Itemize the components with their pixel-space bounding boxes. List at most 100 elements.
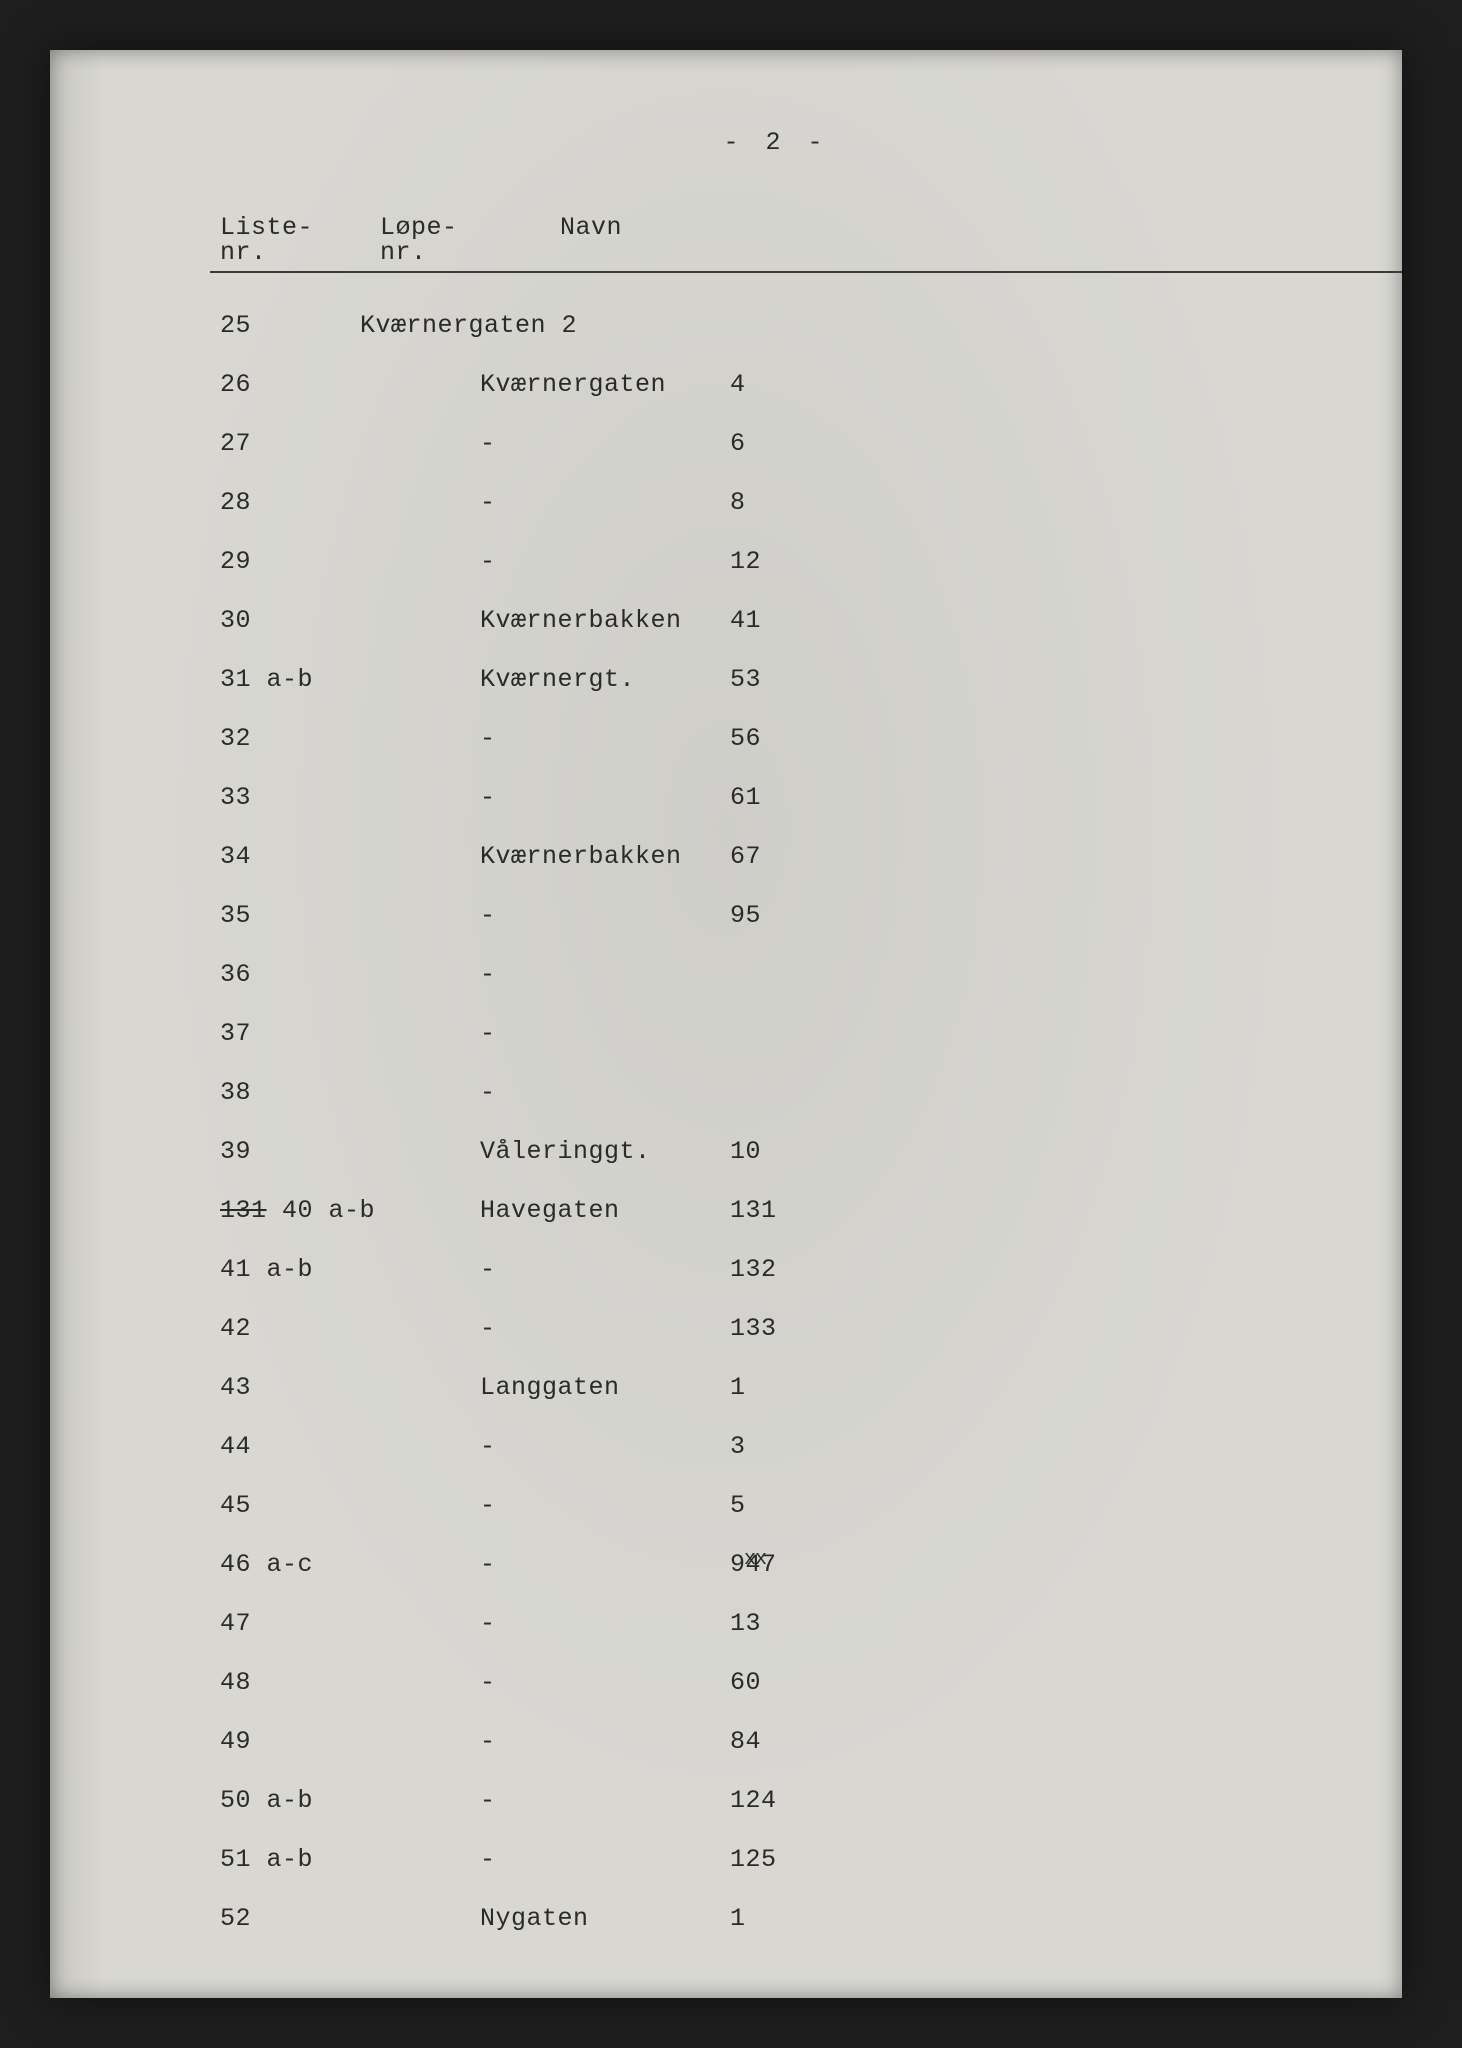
cell-navn: - [480,962,730,987]
cell-navn: - [480,1021,730,1046]
header-navn-label: Navn [560,213,622,242]
cell-navn: - [480,726,730,751]
cell-liste: 30 [220,608,480,633]
cell-liste: 39 [220,1139,480,1164]
cell-liste: 27 [220,431,480,456]
cell-navn: - [480,1257,730,1282]
cell-liste: 41 a-b [220,1257,480,1282]
table-row: 46 a-c-947 [220,1552,1332,1611]
cell-liste: 38 [220,1080,480,1105]
table-header-row: Liste- nr. Løpe- nr. Navn [220,215,1332,265]
cell-liste: 29 [220,549,480,574]
table-row: 26Kværnergaten4 [220,372,1332,431]
table-row: 38- [220,1080,1332,1139]
cell-liste: 46 a-c [220,1552,480,1577]
cell-number: 131 [730,1198,820,1223]
table-row: 51 a-b-125 [220,1847,1332,1906]
cell-liste: 51 a-b [220,1847,480,1872]
table-body: 26Kværnergaten427-628-829-1230Kværnerbak… [220,372,1332,1965]
header-liste: Liste- nr. [220,215,380,265]
table-row: 44-3 [220,1434,1332,1493]
table-row: 29-12 [220,549,1332,608]
cell-number: 124 [730,1788,820,1813]
table-row: 33-61 [220,785,1332,844]
table-row: 30Kværnerbakken41 [220,608,1332,667]
cell-number: 5 [730,1493,820,1518]
cell-liste: 37 [220,1021,480,1046]
cell-liste: 131 40 a-b [220,1198,480,1223]
cell-liste: 35 [220,903,480,928]
cell-navn: - [480,1670,730,1695]
cell-number: 60 [730,1670,820,1695]
table-row: 25 Kværnergaten 2 [220,313,1332,372]
cell-navn: Kværnerbakken [480,608,730,633]
table-row: 35-95 [220,903,1332,962]
header-lope: Løpe- nr. [380,215,560,265]
cell-liste: 43 [220,1375,480,1400]
cell-navn: Havegaten [480,1198,730,1223]
table-row: 32-56 [220,726,1332,785]
cell-navn: - [480,490,730,515]
table-row: 45-5 [220,1493,1332,1552]
cell-navn: - [480,903,730,928]
table-row: 41 a-b-132 [220,1257,1332,1316]
cell-navn: - [480,1493,730,1518]
cell-number: 1 [730,1375,820,1400]
cell-navn: Nygaten [480,1906,730,1931]
cell-navn: Kværnergaten 2 [480,313,730,338]
header-navn: Navn [560,215,1332,265]
cell-number: 8 [730,490,820,515]
cell-navn: - [480,1611,730,1636]
table-row: 36- [220,962,1332,1021]
cell-navn: - [480,785,730,810]
table-row: 52Nygaten1 [220,1906,1332,1965]
table-row: 27-6 [220,431,1332,490]
table-row: 50 a-b-124 [220,1788,1332,1847]
cell-number: 61 [730,785,820,810]
cell-number: 133 [730,1316,820,1341]
struck-text: 131 [220,1196,267,1225]
cell-liste: 36 [220,962,480,987]
cell-liste: 50 a-b [220,1788,480,1813]
cell-liste: 26 [220,372,480,397]
cell-liste: 42 [220,1316,480,1341]
scan-frame: - 2 - Liste- nr. Løpe- nr. Navn 25 Kværn… [0,0,1462,2048]
cell-number: 3 [730,1434,820,1459]
cell-navn: Langgaten [480,1375,730,1400]
overstruck-text: 947 [730,1552,777,1577]
cell-liste: 52 [220,1906,480,1931]
table-row: 131 40 a-bHavegaten131 [220,1198,1332,1257]
table-row: 31 a-bKværnergt.53 [220,667,1332,726]
table-row: 34Kværnerbakken67 [220,844,1332,903]
table-row: 42-133 [220,1316,1332,1375]
cell-navn: - [480,1788,730,1813]
cell-liste: 28 [220,490,480,515]
document-page: - 2 - Liste- nr. Løpe- nr. Navn 25 Kværn… [50,50,1402,1998]
cell-navn: - [480,1316,730,1341]
cell-number: 947 [730,1552,820,1577]
cell-liste: 47 [220,1611,480,1636]
cell-navn: Våleringgt. [480,1139,730,1164]
table-row: 37- [220,1021,1332,1080]
cell-navn: - [480,549,730,574]
header-divider [210,271,1402,273]
cell-navn: - [480,1080,730,1105]
cell-number: 53 [730,667,820,692]
cell-navn: Kværnergt. [480,667,730,692]
cell-liste: 32 [220,726,480,751]
cell-number: 125 [730,1847,820,1872]
cell-navn: Kværnerbakken [480,844,730,869]
table-row: 28-8 [220,490,1332,549]
cell-number: 95 [730,903,820,928]
header-lope-line2: nr. [380,238,427,267]
cell-navn: - [480,1434,730,1459]
cell-navn-text: Kværnergaten 2 [360,313,577,338]
cell-navn: - [480,1552,730,1577]
cell-liste: 49 [220,1729,480,1754]
cell-liste: 45 [220,1493,480,1518]
header-liste-line2: nr. [220,238,267,267]
cell-number: 10 [730,1139,820,1164]
table-row: 49-84 [220,1729,1332,1788]
cell-number: 84 [730,1729,820,1754]
cell-navn: Kværnergaten [480,372,730,397]
